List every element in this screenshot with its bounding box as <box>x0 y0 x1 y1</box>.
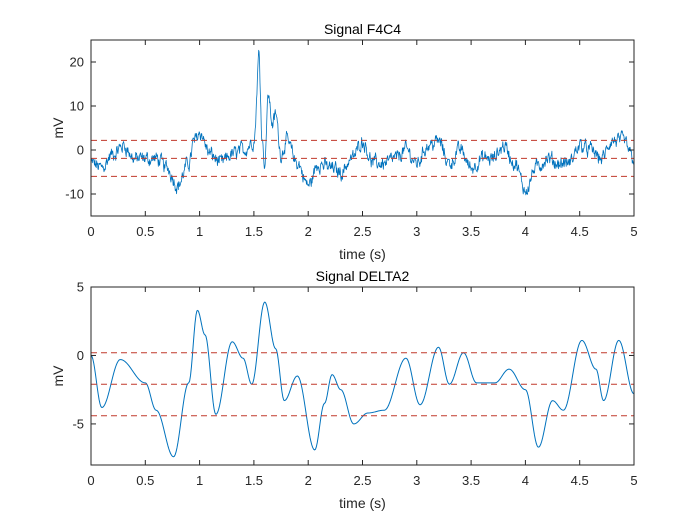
x-axis-label: time (s) <box>339 246 386 262</box>
x-tick-label: 3 <box>413 224 420 239</box>
x-tick-label: 4 <box>522 473 529 488</box>
x-tick-label: 1.5 <box>245 224 263 239</box>
plot-area <box>91 40 634 216</box>
x-tick-label: 0.5 <box>136 224 154 239</box>
y-axis-label: mV <box>50 365 66 387</box>
x-axis-label: time (s) <box>339 495 386 511</box>
x-tick-label: 5 <box>630 473 637 488</box>
x-tick-label: 0.5 <box>136 473 154 488</box>
chart-title: Signal DELTA2 <box>316 268 410 284</box>
chart-title: Signal F4C4 <box>324 21 401 37</box>
series-line-DELTA2 <box>90 301 635 458</box>
y-tick-label: -5 <box>72 416 84 431</box>
x-tick-label: 1 <box>196 473 203 488</box>
x-tick-label: 1.5 <box>245 473 263 488</box>
x-tick-label: 3.5 <box>462 224 480 239</box>
y-tick-label: 5 <box>77 280 84 295</box>
series-line-F4C4 <box>90 49 635 196</box>
x-tick-label: 4.5 <box>571 224 589 239</box>
x-tick-label: 0 <box>87 224 94 239</box>
y-tick-label: 10 <box>70 99 84 114</box>
y-tick-label: 20 <box>70 55 84 70</box>
x-tick-label: 3.5 <box>462 473 480 488</box>
plot-area <box>91 287 634 465</box>
x-tick-label: 1 <box>196 224 203 239</box>
x-tick-label: 2.5 <box>353 473 371 488</box>
x-tick-label: 4.5 <box>571 473 589 488</box>
y-tick-label: 0 <box>77 143 84 158</box>
x-tick-label: 0 <box>87 473 94 488</box>
y-tick-label: 0 <box>77 348 84 363</box>
x-tick-label: 5 <box>630 224 637 239</box>
y-axis-label: mV <box>50 117 66 139</box>
x-tick-label: 2.5 <box>353 224 371 239</box>
x-tick-label: 3 <box>413 473 420 488</box>
x-tick-label: 2 <box>305 224 312 239</box>
x-tick-label: 2 <box>305 473 312 488</box>
x-tick-label: 4 <box>522 224 529 239</box>
y-tick-label: -10 <box>65 187 84 202</box>
